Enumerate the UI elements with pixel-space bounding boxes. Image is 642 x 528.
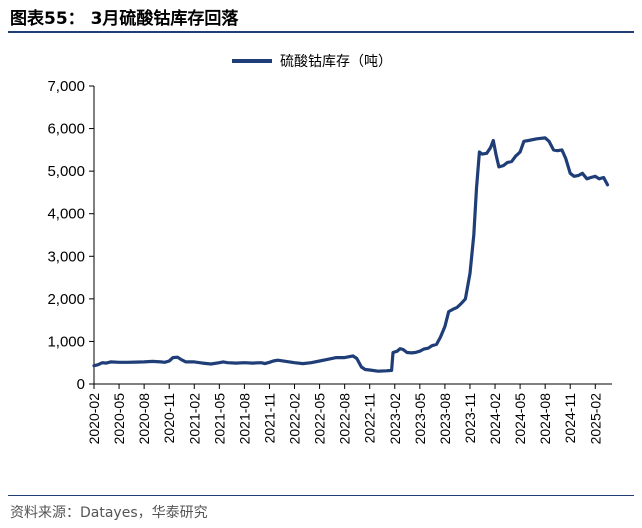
x-tick-label: 2021-08 [236, 393, 252, 445]
x-tick-label: 2023-08 [437, 393, 453, 445]
x-axis: 2020-02 2020-05 2020-08 2020-11 2021-02 2021-… [86, 383, 612, 445]
y-tick-label: 3,000 [47, 248, 85, 265]
x-tick-label: 2020-11 [161, 393, 177, 444]
y-tick-label: 2,000 [47, 291, 85, 308]
x-tick-label: 2023-11 [462, 393, 478, 444]
x-tick-label: 2025-02 [587, 393, 603, 445]
y-tick-label: 1,000 [47, 333, 85, 350]
x-tick-label: 2022-05 [312, 393, 328, 445]
y-tick-label: 7,000 [47, 78, 85, 95]
x-tick-label: 2024-11 [562, 393, 578, 444]
x-tick-label: 2022-02 [287, 393, 303, 445]
x-tick-label: 2022-08 [337, 393, 353, 445]
x-tick-label: 2020-02 [86, 393, 102, 445]
x-tick-label: 2024-02 [487, 393, 503, 445]
y-tick-label: 0 [77, 376, 85, 393]
y-axis: 0 1,000 2,000 3,000 4,000 5,000 6,000 7,000 [47, 78, 95, 393]
plot-area [92, 136, 610, 373]
x-tick-label: 2023-05 [412, 393, 428, 445]
x-tick-label: 2024-08 [537, 393, 553, 445]
y-tick-label: 5,000 [47, 163, 85, 180]
x-tick-label: 2021-02 [186, 393, 202, 445]
x-tick-label: 2023-02 [387, 393, 403, 445]
x-tick-label: 2024-05 [512, 393, 528, 445]
x-tick-label: 2021-05 [211, 393, 227, 445]
figure-title: 图表55： 3月硫酸钴库存回落 [10, 9, 239, 29]
y-tick-label: 6,000 [47, 121, 85, 138]
series-line-cobalt-sulfate-inventory [92, 136, 610, 373]
y-tick-label: 4,000 [47, 206, 85, 223]
x-tick-label: 2020-08 [136, 393, 152, 445]
x-tick-label: 2021-11 [261, 393, 277, 444]
legend: 硫酸钴库存（吨） [232, 54, 392, 70]
legend-label: 硫酸钴库存（吨） [280, 54, 392, 70]
x-tick-label: 2022-11 [362, 393, 378, 444]
top-divider [8, 31, 634, 33]
source-note: 资料来源：Datayes，华泰研究 [10, 505, 208, 521]
bottom-divider [8, 495, 634, 496]
x-tick-label: 2020-05 [111, 393, 127, 445]
